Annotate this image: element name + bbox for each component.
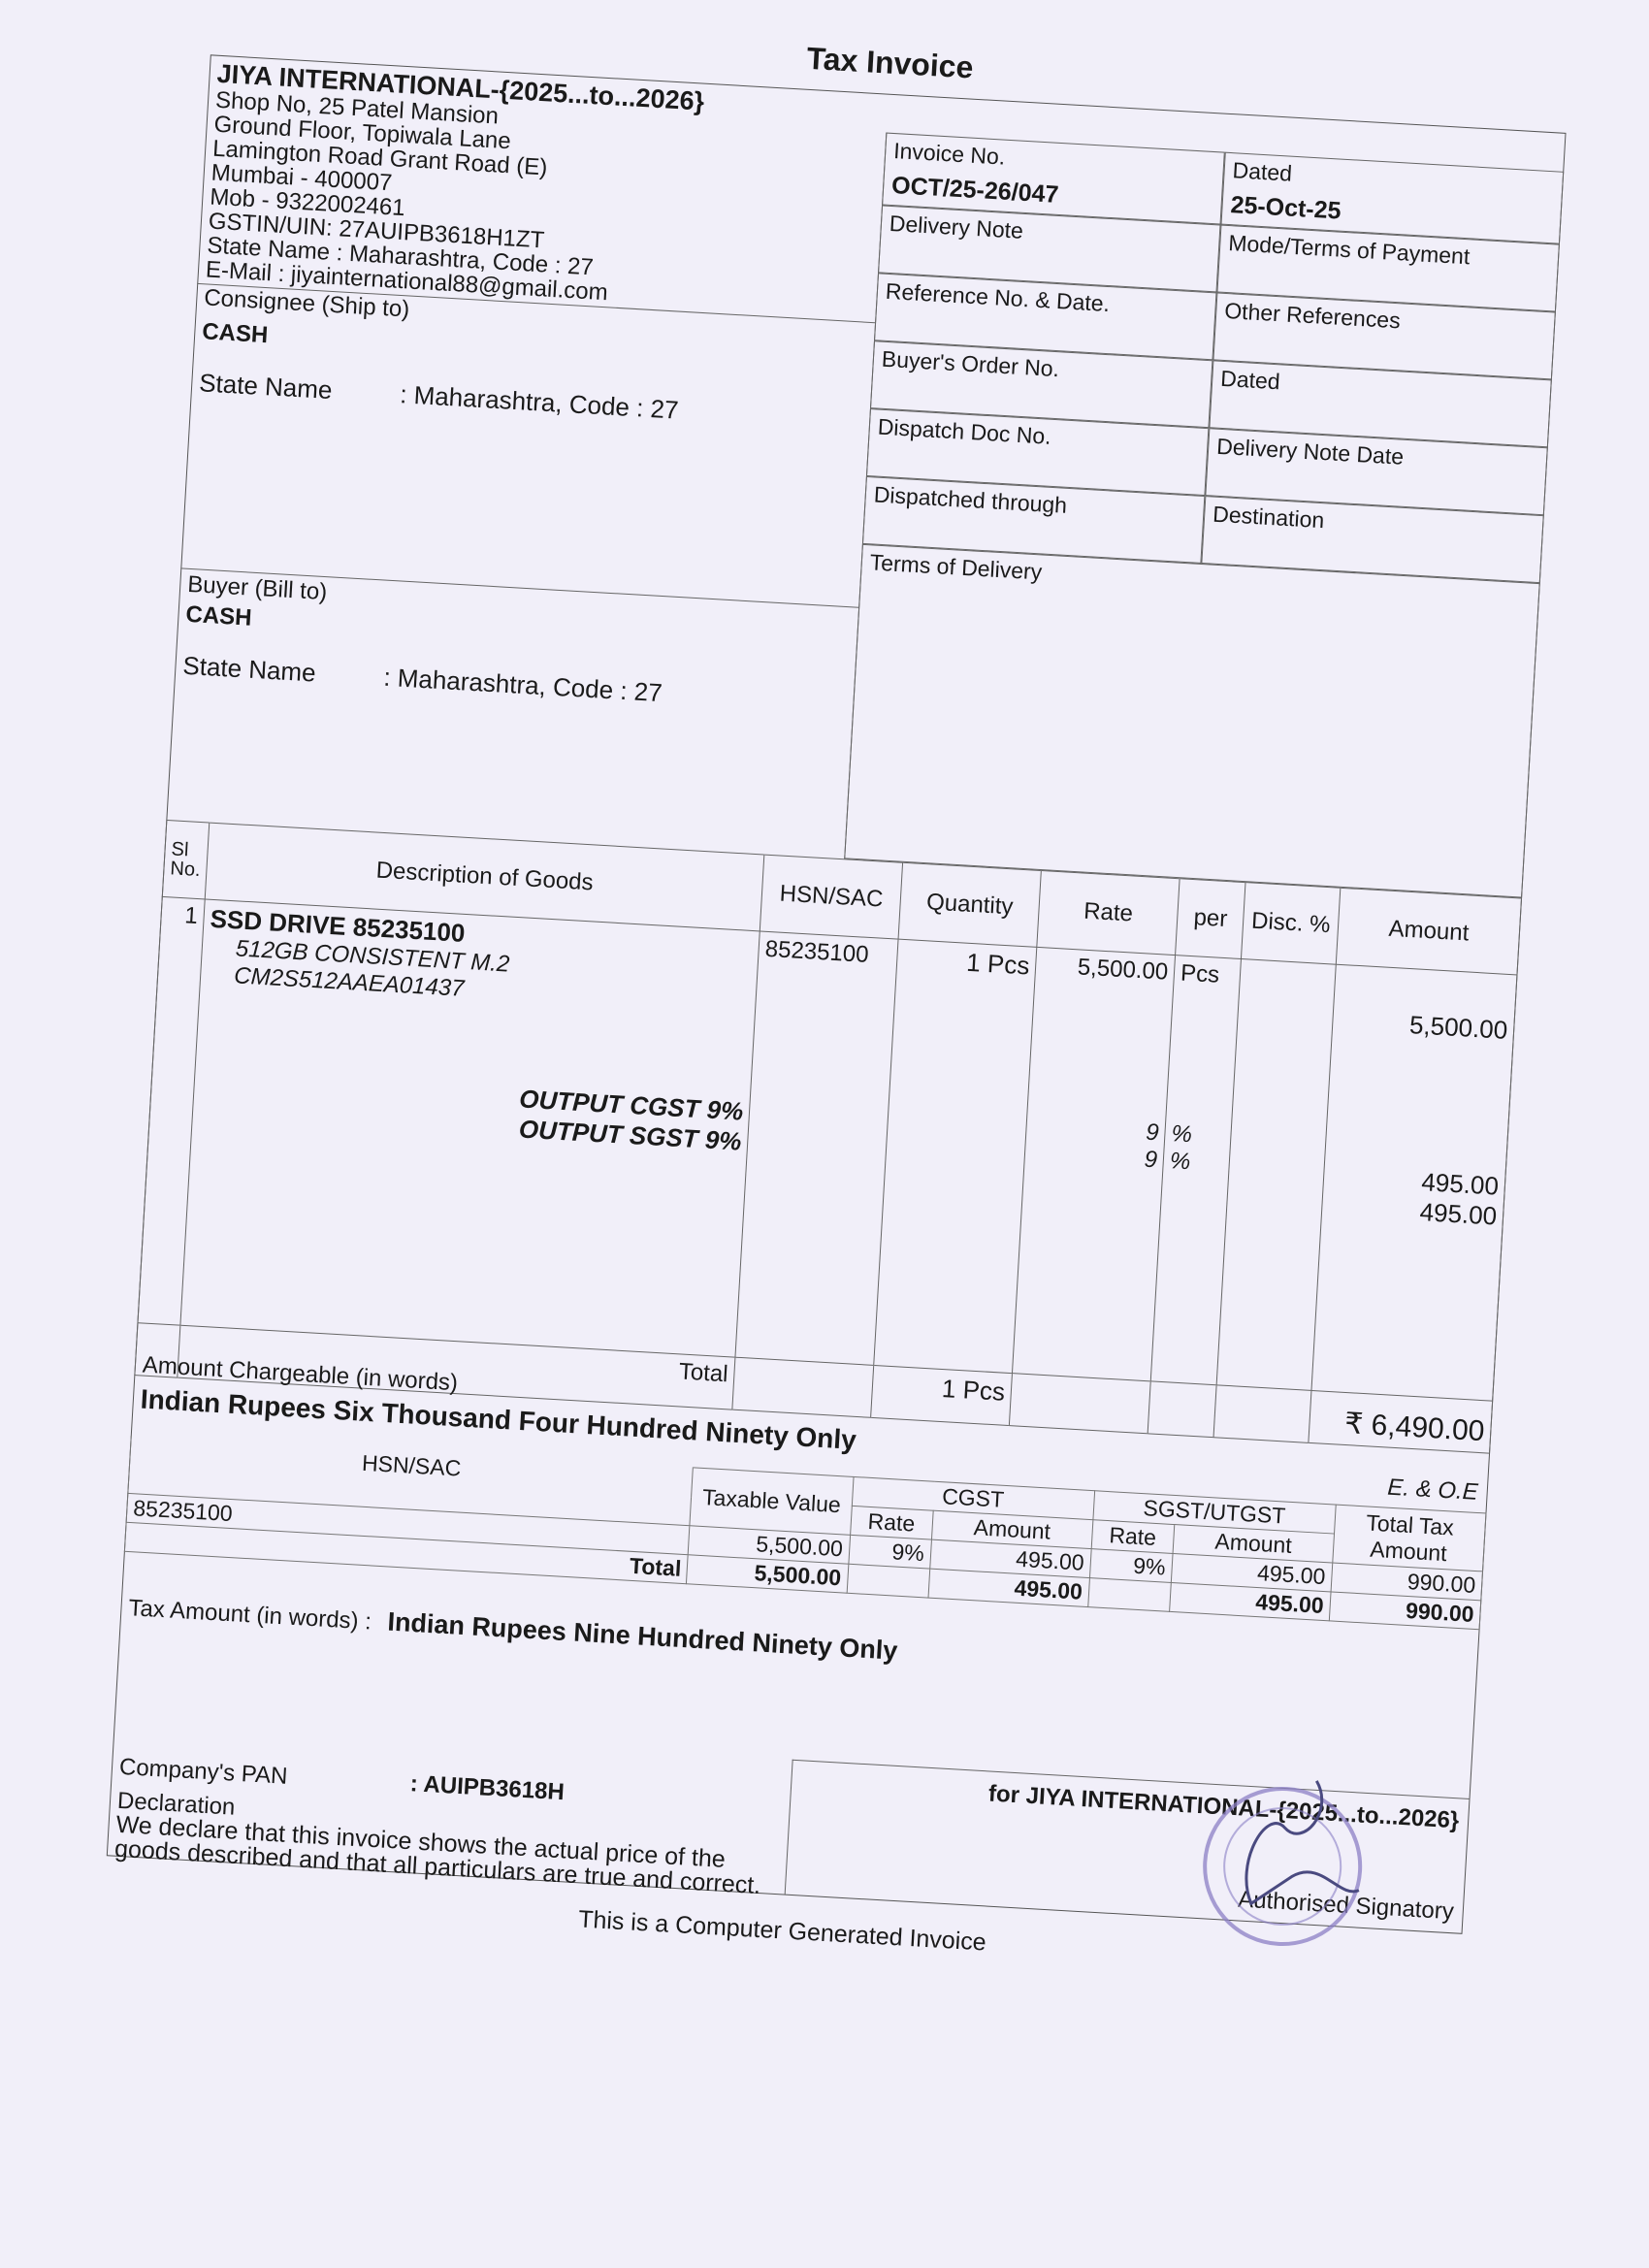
goods-table: Sl No. Description of Goods HSN/SAC Quant…: [134, 820, 1522, 1454]
tax-row-cgst-rate: 9%: [848, 1535, 932, 1570]
header-rate: Rate: [1036, 870, 1180, 956]
sgst-pct: %: [1169, 1148, 1192, 1176]
eoe-note: E. & O.E: [1386, 1474, 1479, 1506]
header-quantity: Quantity: [898, 862, 1042, 948]
company-stamp-icon: [1203, 1780, 1363, 1947]
cgst-pct: %: [1170, 1120, 1193, 1149]
header-no: No.: [169, 858, 202, 882]
header-per: per: [1175, 878, 1246, 959]
item-hsn: 85235100: [735, 930, 899, 1366]
item-per: Pcs: [1180, 959, 1220, 988]
signature-box: for JIYA INTERNATIONAL-{2025...to...2026…: [784, 1759, 1471, 1947]
signature-icon: [1245, 1780, 1360, 1906]
item-qty: 1 Pcs: [873, 939, 1037, 1374]
header-amount: Amount: [1336, 888, 1522, 975]
seller-block: JIYA INTERNATIONAL-{2025...to...2026} Sh…: [205, 59, 705, 310]
total-qty: 1 Pcs: [870, 1365, 1013, 1426]
sgst-rate-header: Rate: [1090, 1519, 1175, 1554]
grand-total: ₹ 6,490.00: [1308, 1390, 1493, 1454]
table-row: 1 SSD DRIVE 85235100 512GB CONSISTENT M.…: [137, 896, 1517, 1402]
header-disc: Disc. %: [1241, 882, 1341, 965]
invoice-document: Tax Invoice JIYA INTERNATIONAL-{2025...t…: [102, 41, 1567, 2006]
tax-header-total: Total Tax Amount: [1332, 1505, 1486, 1571]
terms-delivery-cell: Terms of Delivery: [844, 543, 1540, 898]
header-hsn: HSN/SAC: [760, 855, 903, 940]
tax-header-taxable: Taxable Value: [690, 1467, 854, 1536]
cgst-rate-header: Rate: [850, 1506, 933, 1540]
tax-row-sgst-rate: 9%: [1089, 1548, 1173, 1583]
